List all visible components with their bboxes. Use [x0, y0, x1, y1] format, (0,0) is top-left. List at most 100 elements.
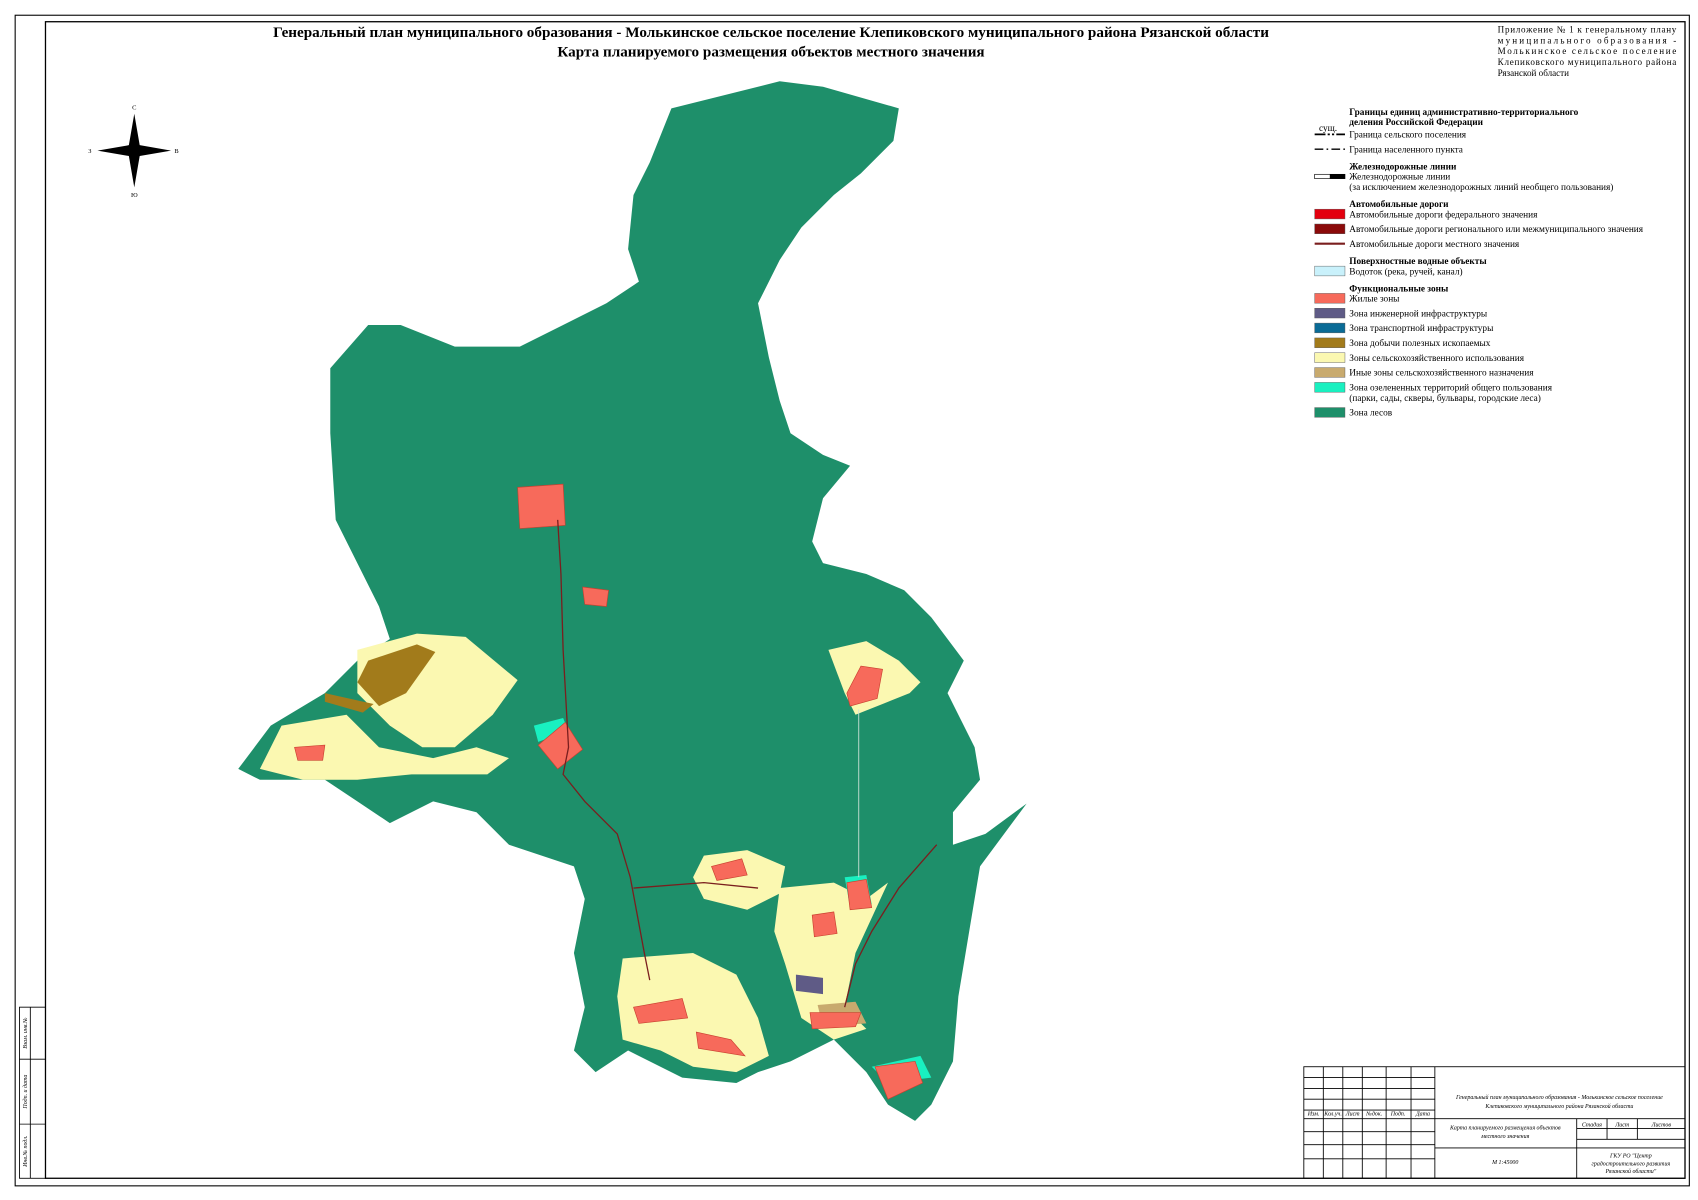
map	[238, 81, 1027, 1121]
legend-label: Водоток (река, ручей, канал)	[1349, 266, 1462, 277]
stage-header: Стадия	[1582, 1121, 1602, 1128]
legend: сущ. Границы единиц административно-терри…	[1314, 108, 1644, 419]
title-block-frame	[1303, 1066, 1686, 1179]
legend-swatch	[1329, 174, 1345, 179]
inner-frame	[44, 21, 1686, 1179]
agri-zone	[774, 882, 888, 1040]
compass-east: В	[174, 148, 179, 155]
stamp-label: Подп. и дата	[22, 1075, 29, 1110]
residential-zone	[582, 586, 609, 607]
legend-label: Автомобильные дороги регионального или м…	[1349, 224, 1643, 235]
legend-swatch	[1314, 382, 1346, 393]
mining-zone	[357, 644, 436, 707]
legend-section-title: деления Российской Федерации	[1349, 117, 1483, 128]
stage-header: Листов	[1650, 1122, 1671, 1128]
organization: ГКУ РО "Центр	[1609, 1154, 1652, 1160]
legend-swatch	[1314, 337, 1346, 348]
appendix-line: Клепиковского муниципального района	[1498, 57, 1677, 67]
legend-section-title: Границы единиц административно-территори…	[1349, 108, 1578, 118]
legend-label: Автомобильные дороги местного значения	[1349, 239, 1520, 250]
legend-swatch	[1314, 352, 1346, 363]
residential-zone	[846, 665, 883, 707]
compass-star	[97, 113, 172, 188]
compass-north: С	[132, 104, 136, 111]
appendix-line: Молькинское сельское поселение	[1498, 46, 1677, 56]
legend-swatch	[1314, 208, 1346, 220]
outer-frame	[14, 14, 1690, 1187]
legend-label: Зона добычи полезных ископаемых	[1349, 338, 1490, 349]
legend-swatch	[1314, 407, 1346, 418]
legend-label: Граница сельского поселения	[1349, 131, 1466, 141]
appendix-line: Приложение № 1 к генеральному плану	[1498, 25, 1677, 35]
appendix-line: Рязанской области	[1498, 68, 1569, 78]
residential-zone	[537, 721, 584, 770]
road	[844, 844, 938, 1008]
project-name: Генеральный план муниципального образова…	[1455, 1094, 1663, 1101]
column-header: Изм.	[1307, 1111, 1320, 1117]
compass-west: З	[88, 148, 91, 155]
legend-section-title: Функциональные зоны	[1349, 284, 1449, 294]
legend-section-title: Автомобильные дороги	[1349, 199, 1449, 210]
legend-swatch	[1314, 265, 1346, 277]
organization: Рязанской области"	[1604, 1168, 1656, 1175]
residential-zone	[294, 744, 326, 761]
side-stamp-frame	[19, 1006, 46, 1179]
road	[633, 881, 759, 889]
residential-zones	[294, 483, 924, 1100]
column-header: Кол.уч.	[1323, 1111, 1342, 1117]
column-header: №док.	[1365, 1110, 1382, 1117]
stamp-label: Инв.№ подл.	[22, 1136, 29, 1168]
legend-label: Зоны сельскохозяйственного использования	[1349, 353, 1524, 364]
compass-south: Ю	[131, 192, 138, 199]
legend-swatch	[1314, 308, 1346, 319]
project-name: Клепиковского муниципального района Ряза…	[1484, 1103, 1633, 1110]
mining-zone	[324, 693, 374, 713]
column-header: Дата	[1415, 1111, 1430, 1117]
legend-label: (за исключением железнодорожных линий не…	[1349, 182, 1613, 193]
subtitle: Карта планируемого размещения объектов м…	[557, 43, 984, 60]
legend-label: Иные зоны сельскохозяйственного назначен…	[1349, 368, 1534, 379]
side-stamp-text: Инв.№ подл. Подп. и дата Взам. инв.№	[22, 1017, 29, 1168]
residential-zone	[874, 1060, 924, 1100]
legend-label: Зона транспортной инфраструктуры	[1349, 323, 1494, 334]
road	[557, 519, 651, 981]
agri-zone	[259, 714, 509, 780]
residential-zone	[846, 879, 873, 911]
legend-existing: сущ.	[1319, 124, 1337, 134]
legend-swatch	[1314, 293, 1346, 304]
residential-zone	[695, 1031, 746, 1057]
scale: М 1:45000	[1491, 1159, 1518, 1166]
engineering-zone	[795, 974, 824, 995]
local-roads	[557, 519, 938, 1008]
legend-label: Жилые зоны	[1349, 295, 1400, 305]
compass	[97, 113, 172, 188]
sheet-name: местного значения	[1480, 1134, 1529, 1140]
legend-section-title: Поверхностные водные объекты	[1349, 256, 1487, 267]
legend-label: Граница населенного пункта	[1349, 145, 1463, 155]
column-header: Подп.	[1390, 1110, 1406, 1117]
stamp-label: Взам. инв.№	[23, 1017, 29, 1049]
legend-label: Железнодорожные линии	[1349, 173, 1450, 183]
residential-zone	[809, 1012, 862, 1030]
residential-zone	[811, 911, 838, 938]
column-header: Лист	[1345, 1111, 1361, 1117]
title: Генеральный план муниципального образова…	[273, 24, 1269, 41]
title-block-text: Генеральный план муниципального образова…	[1307, 1094, 1672, 1175]
sheet-name: Карта планируемого размещения объектов	[1449, 1125, 1561, 1132]
residential-zone	[711, 858, 748, 881]
title-block	[1303, 1066, 1686, 1179]
legend-swatch	[1314, 367, 1346, 378]
residential-zone	[517, 483, 566, 529]
legend-label: (парки, сады, скверы, бульвары, городски…	[1349, 393, 1541, 404]
legend-label: Зона лесов	[1349, 409, 1393, 419]
organization: градостроительного развития	[1592, 1160, 1671, 1167]
forest-zone	[238, 81, 1027, 1121]
legend-label: Автомобильные дороги федерального значен…	[1349, 209, 1538, 220]
appendix-line: муниципального образования -	[1498, 35, 1677, 45]
residential-zone	[633, 998, 689, 1024]
appendix: Приложение № 1 к генеральному планумуниц…	[1498, 25, 1677, 78]
legend-label: Зона озелененных территорий общего польз…	[1349, 383, 1552, 394]
legend-label: Зона инженерной инфраструктуры	[1349, 308, 1488, 319]
side-stamp	[19, 1006, 46, 1179]
